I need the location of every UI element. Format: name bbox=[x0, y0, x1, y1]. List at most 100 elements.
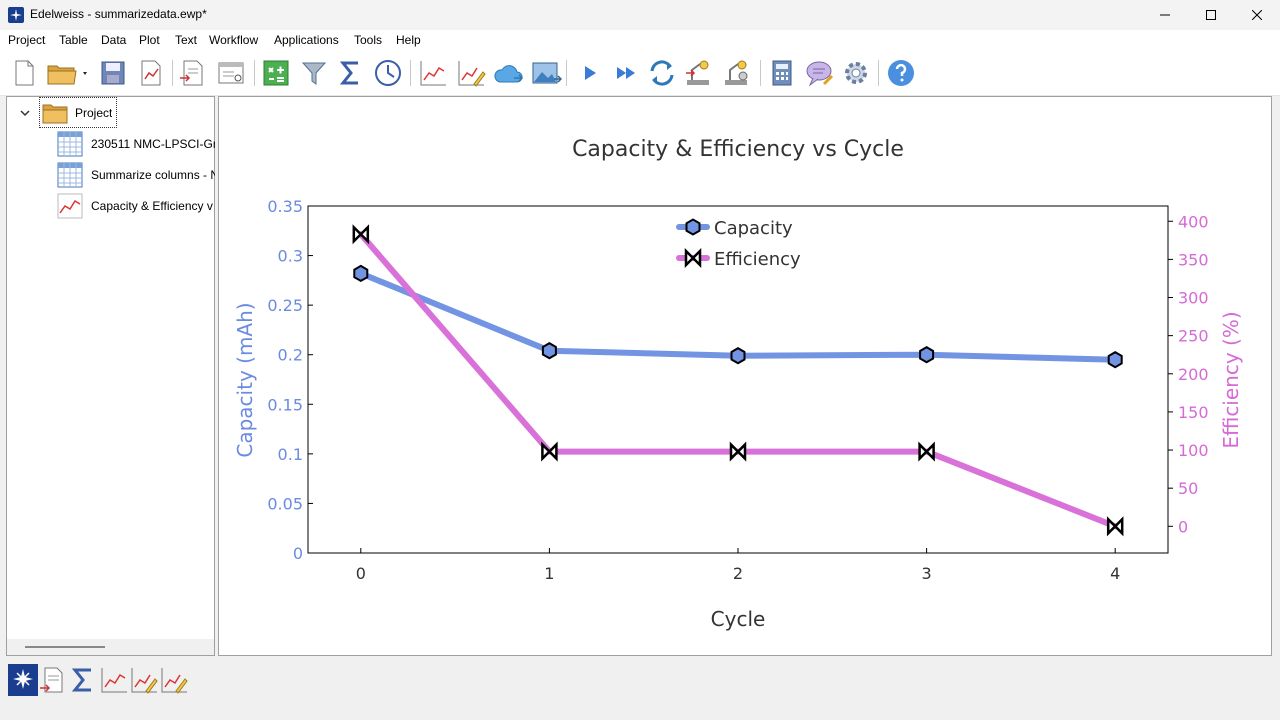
open-folder-icon[interactable] bbox=[46, 58, 87, 88]
edit-plot-icon[interactable] bbox=[456, 58, 486, 88]
folder-icon bbox=[42, 100, 68, 126]
menu-applications[interactable]: Applications bbox=[274, 33, 339, 47]
sum-icon[interactable] bbox=[68, 664, 98, 696]
toolbar bbox=[0, 50, 1280, 96]
menu-project[interactable]: Project bbox=[8, 33, 46, 47]
legend-label-capacity: Capacity bbox=[714, 218, 793, 239]
y-tick-label: 0 bbox=[293, 544, 303, 563]
table-icon bbox=[57, 162, 83, 188]
bottom-toolbar bbox=[6, 662, 1272, 702]
data-point-efficiency bbox=[1106, 516, 1124, 537]
x-tick-label: 4 bbox=[1110, 564, 1120, 583]
refresh-icon[interactable] bbox=[647, 58, 677, 88]
y2-tick-label: 0 bbox=[1178, 517, 1188, 536]
edelweiss-logo-icon[interactable] bbox=[8, 664, 38, 696]
minimize-button[interactable] bbox=[1142, 0, 1188, 30]
toolbar-separator bbox=[760, 60, 761, 86]
y-tick-label: 0.25 bbox=[267, 296, 303, 315]
y2-tick-label: 300 bbox=[1178, 289, 1209, 308]
tree-item[interactable]: Capacity & Efficiency v bbox=[57, 192, 215, 220]
x-tick-label: 0 bbox=[356, 564, 366, 583]
scrollbar-thumb[interactable] bbox=[25, 646, 105, 648]
tree-root-project[interactable]: Project bbox=[39, 97, 117, 128]
filter-icon[interactable] bbox=[299, 58, 329, 88]
chevron-down-icon[interactable] bbox=[20, 107, 30, 117]
line-plot-icon[interactable] bbox=[99, 664, 129, 696]
cloud-icon[interactable] bbox=[492, 58, 524, 88]
tree-item-label: 230511 NMC-LPSCI-Gr 1 bbox=[91, 137, 215, 151]
tree-item[interactable]: 230511 NMC-LPSCI-Gr 1 bbox=[57, 130, 215, 158]
y2-axis-label: Efficiency (%) bbox=[1219, 311, 1243, 448]
table-icon bbox=[57, 131, 83, 157]
legend-marker-capacity bbox=[685, 218, 701, 236]
legend-marker-efficiency bbox=[684, 247, 702, 269]
calculator-icon[interactable] bbox=[767, 58, 797, 88]
import-data-icon[interactable] bbox=[38, 664, 68, 696]
data-point-capacity bbox=[730, 347, 746, 365]
image-icon[interactable] bbox=[530, 58, 563, 88]
workflow-icon[interactable] bbox=[684, 58, 714, 88]
y-tick-label: 0.2 bbox=[278, 346, 303, 365]
legend: Capacity Efficiency bbox=[676, 218, 801, 270]
tree-root-label: Project bbox=[75, 106, 113, 120]
new-file-icon[interactable] bbox=[9, 58, 39, 88]
settings-icon[interactable] bbox=[841, 58, 871, 88]
menu-table[interactable]: Table bbox=[59, 33, 88, 47]
y-tick-label: 0.35 bbox=[267, 197, 303, 216]
data-point-capacity bbox=[541, 342, 557, 360]
workflow-settings-icon[interactable] bbox=[722, 58, 752, 88]
run-all-icon[interactable] bbox=[611, 58, 641, 88]
data-point-capacity bbox=[1107, 351, 1123, 369]
run-icon[interactable] bbox=[575, 58, 605, 88]
menu-plot[interactable]: Plot bbox=[139, 33, 160, 47]
menu-data[interactable]: Data bbox=[101, 33, 127, 47]
y-tick-label: 0.05 bbox=[267, 494, 303, 513]
help-icon[interactable] bbox=[886, 58, 916, 88]
toolbar-separator bbox=[566, 60, 567, 86]
chart-title: Capacity & Efficiency vs Cycle bbox=[572, 137, 904, 162]
import-data-icon[interactable] bbox=[177, 58, 207, 88]
chat-icon[interactable] bbox=[804, 58, 834, 88]
edit-plot-icon[interactable] bbox=[159, 664, 189, 696]
menu-bar: Project Table Data Plot Text Workflow Ap… bbox=[0, 30, 1280, 50]
data-point-efficiency bbox=[352, 224, 370, 245]
toolbar-separator bbox=[254, 60, 255, 86]
menu-workflow[interactable]: Workflow bbox=[209, 33, 259, 47]
clock-icon[interactable] bbox=[373, 58, 403, 88]
y-axis-right: 0 50 100 150 200 250 300 350 400 bbox=[1168, 212, 1209, 536]
toolbar-separator bbox=[172, 60, 173, 86]
x-axis-label: Cycle bbox=[711, 607, 766, 631]
menu-text[interactable]: Text bbox=[175, 33, 198, 47]
data-point-efficiency bbox=[918, 441, 935, 462]
menu-help[interactable]: Help bbox=[396, 33, 421, 47]
y2-tick-label: 50 bbox=[1178, 479, 1198, 498]
y2-tick-label: 350 bbox=[1178, 250, 1209, 269]
x-axis: 0 1 2 3 4 bbox=[356, 548, 1120, 583]
y-tick-label: 0.1 bbox=[278, 445, 303, 464]
new-table-icon[interactable] bbox=[261, 58, 291, 88]
data-point-capacity bbox=[919, 346, 935, 364]
y-axis-left: 0 0.05 0.1 0.15 0.2 0.25 0.3 0.35 bbox=[267, 197, 313, 563]
y2-tick-label: 150 bbox=[1178, 403, 1209, 422]
edit-plot-icon[interactable] bbox=[129, 664, 159, 696]
series-line-capacity bbox=[357, 270, 1119, 363]
menu-tools[interactable]: Tools bbox=[354, 33, 383, 47]
y2-tick-label: 200 bbox=[1178, 365, 1209, 384]
toolbar-separator bbox=[410, 60, 411, 86]
save-icon[interactable] bbox=[98, 58, 128, 88]
line-plot-icon[interactable] bbox=[418, 58, 448, 88]
series-line-efficiency bbox=[357, 231, 1119, 530]
project-tree: Project 230511 NMC-LPSCI-Gr 1 Summarize … bbox=[6, 96, 215, 656]
window-title: Edelweiss - summarizedata.ewp* bbox=[30, 7, 207, 21]
export-plot-icon[interactable] bbox=[136, 58, 166, 88]
chart-panel: Capacity & Efficiency vs Cycle Cycle Cap… bbox=[218, 96, 1272, 656]
horizontal-scrollbar[interactable] bbox=[7, 639, 214, 655]
close-button[interactable] bbox=[1234, 0, 1280, 30]
tree-item-label: Capacity & Efficiency v bbox=[91, 199, 213, 213]
preview-icon[interactable] bbox=[216, 58, 246, 88]
maximize-button[interactable] bbox=[1188, 0, 1234, 30]
tree-item[interactable]: Summarize columns - N bbox=[57, 161, 215, 189]
line-plot-icon bbox=[57, 193, 83, 219]
sum-icon[interactable] bbox=[336, 58, 366, 88]
x-tick-label: 2 bbox=[733, 564, 743, 583]
